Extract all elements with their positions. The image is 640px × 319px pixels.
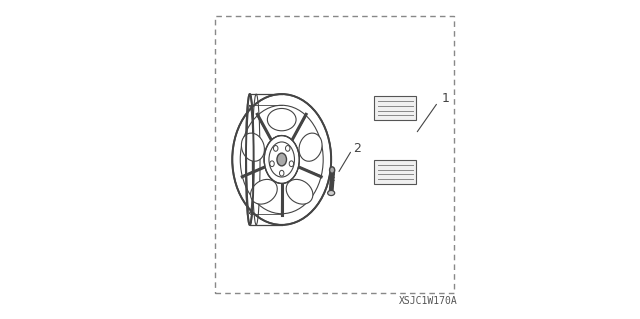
Text: 2: 2 [353, 142, 362, 155]
Ellipse shape [299, 133, 322, 161]
Ellipse shape [251, 179, 277, 204]
Text: 1: 1 [441, 93, 449, 105]
FancyBboxPatch shape [374, 96, 416, 120]
Ellipse shape [330, 167, 335, 173]
Ellipse shape [328, 190, 335, 196]
Ellipse shape [277, 153, 287, 166]
Ellipse shape [264, 136, 300, 183]
Ellipse shape [268, 108, 296, 131]
Ellipse shape [277, 153, 287, 166]
Ellipse shape [286, 179, 313, 204]
Text: XSJC1W170A: XSJC1W170A [399, 296, 457, 306]
Ellipse shape [241, 133, 264, 161]
FancyBboxPatch shape [374, 160, 416, 184]
